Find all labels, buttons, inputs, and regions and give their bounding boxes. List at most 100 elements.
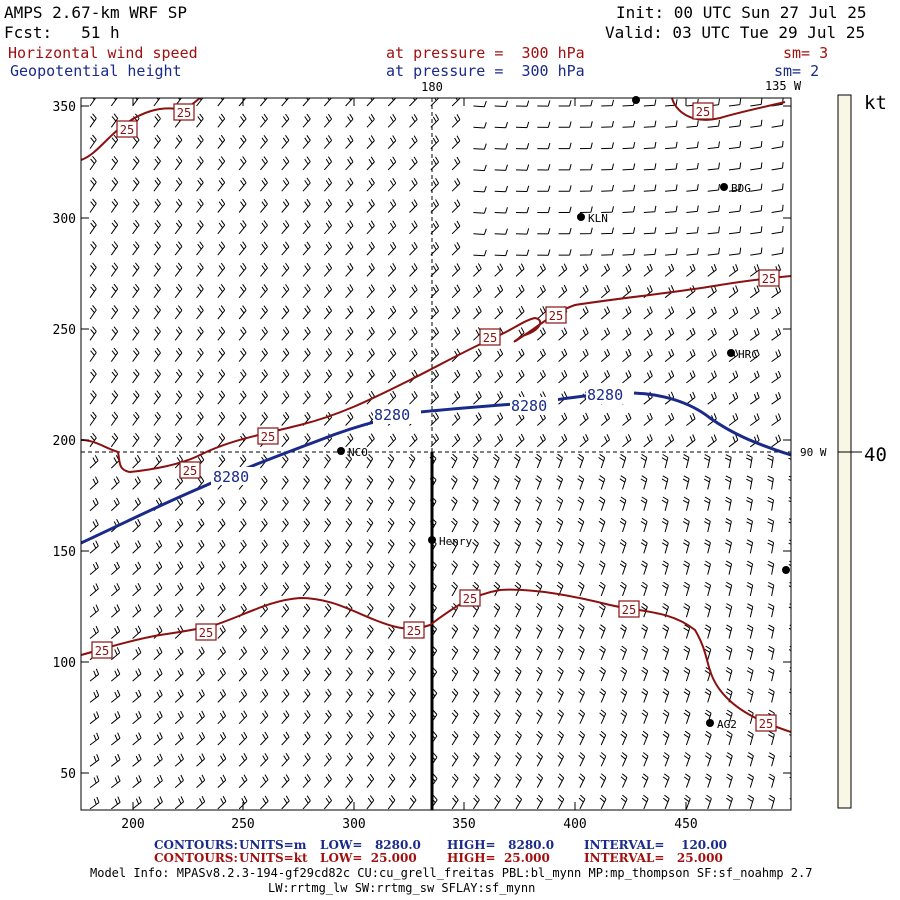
wind-barb [238,518,247,533]
wind-barb [281,198,290,213]
wind-barb [619,453,627,469]
wind-barb [217,262,226,277]
wind-barb [281,582,290,597]
wind-barb [345,496,353,511]
wind-barb [132,283,140,298]
wind-barb [703,454,711,469]
wind-barb [302,156,311,171]
wind-barb [217,411,226,426]
wind-barb [110,625,121,639]
wind-barb [174,411,183,426]
wind-barb [793,392,802,404]
wind-barb [260,475,268,490]
wind-barb [260,624,269,639]
wind-barb [217,539,226,554]
wind-barb [451,135,461,149]
wind-barb [578,794,586,810]
valid-time: Valid: 03 UTC Tue 29 Jul 25 [605,23,866,42]
wind-barb [366,795,375,810]
wind-barb [174,710,184,725]
wind-barb [473,122,487,129]
wind-barb [132,625,142,639]
wind-barb [89,98,97,107]
wind-barb [707,327,717,341]
wind-barb [601,163,614,171]
footer-contours-label-2: CONTOURS: [154,851,238,865]
wind-barb [174,262,183,277]
wind-barb [451,624,459,639]
wind-barb [728,391,739,405]
wind-barb [281,411,290,426]
wind-barb [767,667,775,682]
model-title: AMPS 2.67-km WRF SP [4,3,188,22]
station-label: Henry [439,535,472,548]
wind-barb [472,773,480,788]
wind-barb [704,581,712,597]
wind-barb [579,248,593,256]
colorbar-tick-label: 40 [864,444,887,466]
wind-barb [726,773,733,788]
wind-barb [686,391,696,405]
wind-barb [728,183,742,192]
height-contour-8280 [81,391,791,545]
wind-barb [578,730,586,746]
wind-barb [451,284,461,299]
wind-barb [705,773,712,788]
wind-barb [281,752,290,767]
wind-barb [788,667,791,673]
wind-barb [793,350,802,362]
wind-barb [767,560,775,575]
wind-barb [535,624,543,639]
wind-barb [302,284,311,299]
wind-barb [664,434,675,448]
wind-barb [174,561,184,575]
wind-barb [387,263,397,277]
wind-barb [409,645,416,661]
wind-barb [451,581,458,597]
wind-barb [598,517,606,533]
y-tick-label: 250 [53,323,76,338]
wind-barb [771,392,782,405]
wind-barb [494,348,504,362]
wind-barb [281,518,289,533]
wind-barb [771,226,784,235]
wind-barb [281,710,290,725]
wind-barb [579,370,589,384]
wind-barb [493,560,501,575]
wind-barb [260,198,268,213]
wind-barb [387,539,395,554]
wind-barb [641,581,648,597]
wind-barb [535,688,543,703]
wind-barb [704,645,712,660]
wind-barb [788,645,791,652]
wind-barb [89,796,100,810]
wind-barb [260,774,269,788]
wind-barb [767,645,775,660]
speed-label-box [179,461,201,479]
wind-barb [451,433,461,448]
wind-barb [515,730,522,746]
wind-barb [323,710,332,725]
wind-barb [217,134,226,149]
wind-barb [409,199,418,213]
wind-barb [89,219,97,235]
field2-name: Geopotential height [10,62,182,80]
wind-barb [515,164,530,171]
wind-barb [238,731,248,746]
wind-barb [579,99,593,107]
wind-barb [132,326,140,341]
wind-barb [323,646,332,661]
wind-barb [409,731,417,746]
wind-barb [771,285,782,299]
wind-barb [515,305,525,320]
wind-barb [217,731,227,746]
wind-barb [451,369,461,384]
wind-barb [537,185,551,192]
wind-barb [260,710,269,725]
wind-barb [493,496,500,511]
wind-barb [302,262,311,277]
wind-barb [174,156,183,171]
wind-barb [494,164,508,171]
wind-barb [366,199,375,213]
wind-barb [451,560,458,575]
